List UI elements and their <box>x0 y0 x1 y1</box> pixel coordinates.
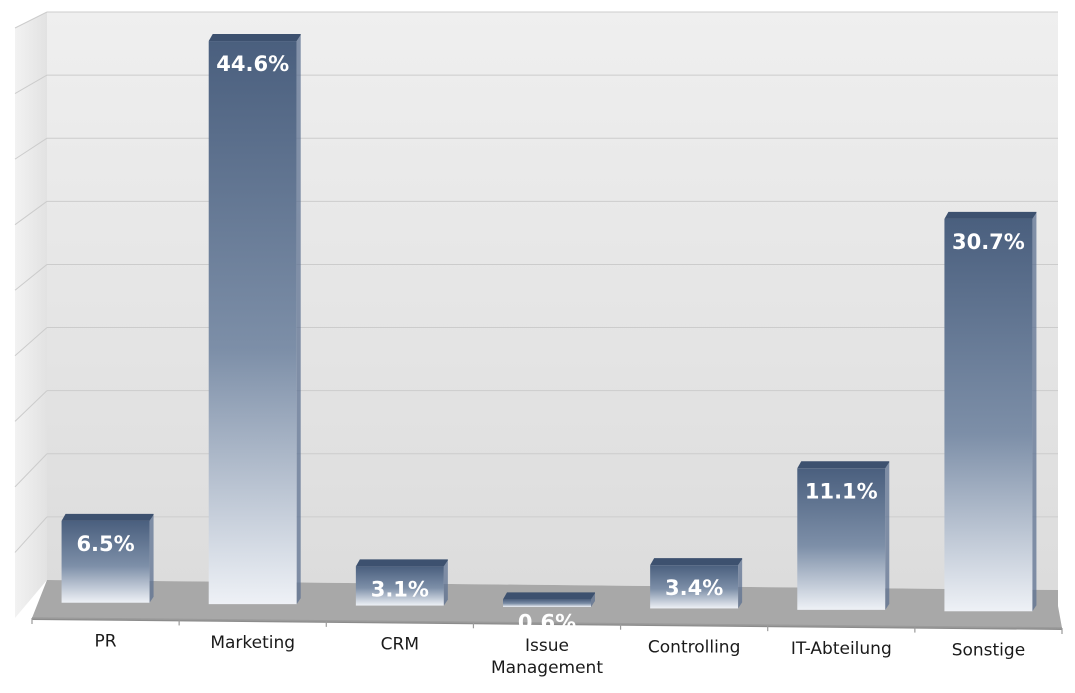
bar-front <box>208 41 297 605</box>
bar-value-label: 30.7% <box>952 230 1025 254</box>
bar-5 <box>797 461 890 610</box>
side-gridline <box>14 516 48 553</box>
category-label: CRM <box>381 635 419 655</box>
side-gridline <box>14 453 48 488</box>
bars <box>61 34 1037 612</box>
bar-value-label: 3.4% <box>665 576 723 600</box>
category-label: Controlling <box>648 637 740 657</box>
bar-cap <box>503 592 595 600</box>
bar-value-label: 44.6% <box>216 52 289 76</box>
bar-cap <box>61 513 154 521</box>
bar-value-label: 11.1% <box>805 479 878 503</box>
bar-front <box>797 468 886 610</box>
bar-front <box>503 599 591 607</box>
x-axis-ticks <box>31 618 1063 634</box>
bar-front <box>944 218 1033 612</box>
bar-front <box>61 520 150 603</box>
bar-side <box>443 560 448 606</box>
bar-front <box>650 565 739 609</box>
bar-cap <box>650 558 743 566</box>
x-axis-line <box>31 617 1063 629</box>
side-gridline <box>14 74 48 94</box>
bar-3 <box>503 592 595 607</box>
side-gridline <box>14 264 48 291</box>
category-labels: 6.5% PR 44.6% Marketing 3.1% CRM 0.6%Issue Mana… <box>76 52 1025 678</box>
bar-cap <box>208 34 301 42</box>
category-label: IT-Abteilung <box>791 639 892 659</box>
bar-6 <box>944 211 1037 612</box>
back-wall <box>47 12 1058 590</box>
bar-side <box>1032 212 1037 612</box>
bar-side <box>885 462 890 610</box>
category-label: Marketing <box>210 633 295 653</box>
side-gridline <box>14 11 48 29</box>
side-gridline <box>14 200 48 226</box>
bar-side <box>149 514 154 603</box>
side-wall <box>15 12 47 618</box>
category-label: Issue Management <box>491 636 603 678</box>
bar-cap <box>355 559 448 567</box>
bar-1 <box>208 34 301 605</box>
bar-cap <box>944 211 1037 219</box>
bar-side <box>738 559 743 609</box>
bar-side <box>591 593 595 607</box>
side-gridline <box>14 137 48 160</box>
bar-cap <box>797 461 890 469</box>
bar-2 <box>355 559 448 606</box>
bar-value-label: 0.6% <box>518 610 576 634</box>
category-label: PR <box>95 632 117 652</box>
side-gridline <box>14 390 48 422</box>
side-gridline <box>14 327 48 357</box>
bar-value-label: 6.5% <box>76 532 134 556</box>
bar-side <box>296 35 301 605</box>
bar-4 <box>650 558 743 609</box>
category-label: Sonstige <box>952 640 1025 660</box>
bar-front <box>355 566 444 606</box>
bar-value-label: 3.1% <box>371 577 429 601</box>
bar-0 <box>61 513 154 603</box>
